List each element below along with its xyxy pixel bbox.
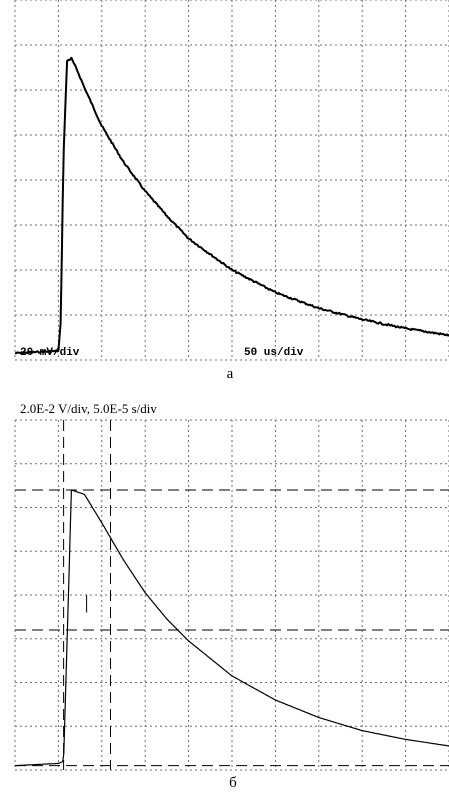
panel-a-time-scale: 50 us/div bbox=[244, 347, 304, 359]
panel-b-grid bbox=[14, 419, 449, 771]
panel-b: 2.0E-2 V/div, 5.0E-5 s/div б bbox=[14, 401, 449, 791]
panel-b-trace bbox=[15, 489, 449, 767]
panel-b-scale: 2.0E-2 V/div, 5.0E-5 s/div bbox=[20, 401, 157, 416]
panel-b-cursors bbox=[15, 420, 449, 770]
panel-a-trace bbox=[14, 56, 449, 355]
panel-b-label: б bbox=[229, 775, 237, 791]
panel-a-label: а bbox=[227, 366, 234, 382]
panel-a-volt-scale: 20 mV/div bbox=[20, 347, 80, 359]
panel-a: 20 mV/div 50 us/div а bbox=[14, 0, 449, 382]
